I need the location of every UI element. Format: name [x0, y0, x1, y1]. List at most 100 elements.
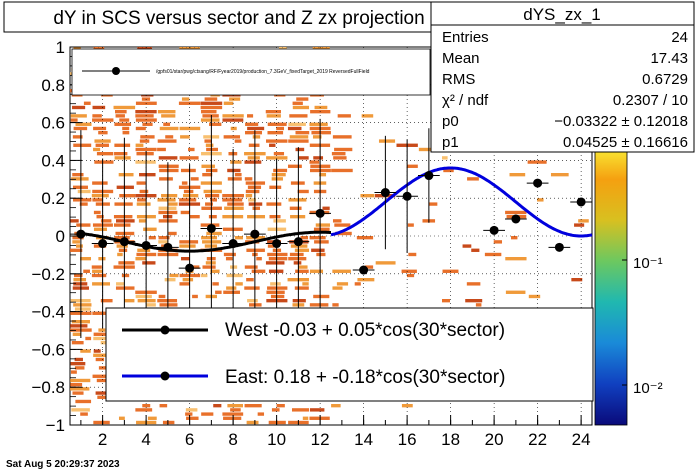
fit-legend-box [105, 307, 594, 402]
heatmap-cell [135, 294, 152, 299]
heatmap-cell [93, 332, 108, 336]
heatmap-cell [181, 257, 190, 261]
heatmap-cell [292, 105, 310, 110]
heatmap-cell [273, 152, 285, 156]
heatmap-cell [168, 231, 177, 236]
heatmap-cell [271, 408, 280, 412]
heatmap-cell [466, 282, 481, 286]
heatmap-cell [205, 261, 216, 265]
heatmap-cell [511, 236, 518, 240]
heatmap-cell [212, 282, 219, 286]
stats-row-value: 0.2307 / 10 [613, 92, 688, 109]
heatmap-cell [226, 286, 237, 290]
heatmap-cell [273, 168, 288, 173]
heatmap-cell [574, 223, 585, 227]
heatmap-cell [185, 412, 193, 416]
heatmap-cell [309, 236, 326, 240]
heatmap-cell [72, 332, 81, 336]
heatmap-cell [158, 164, 179, 168]
heatmap-cells [70, 47, 592, 425]
title-box [3, 1, 475, 33]
stats-row-value: 17.43 [650, 50, 688, 67]
heatmap-cell [505, 210, 527, 215]
heatmap-cell [91, 273, 107, 278]
heatmap-cell [74, 307, 91, 311]
x-tick-label: 14 [354, 430, 373, 449]
heatmap-cell [114, 202, 133, 206]
heatmap-cell [157, 147, 166, 152]
heatmap-cell [95, 143, 109, 147]
heatmap-cell [315, 223, 331, 227]
heatmap-cell [289, 252, 304, 257]
heatmap-cell [142, 261, 156, 265]
heatmap-cell [244, 177, 253, 181]
heatmap-cell [528, 294, 541, 299]
heatmap-cell [181, 97, 190, 101]
heatmap-cell [471, 248, 480, 252]
heatmap-cell [93, 420, 110, 425]
heatmap-cell [408, 252, 417, 257]
heatmap-cell [201, 412, 214, 416]
heatmap-cell [122, 126, 130, 131]
heatmap-cell [72, 391, 84, 395]
chart-title: dY in SCS versus sector and Z zx project… [53, 8, 424, 29]
heatmap-cell [188, 147, 195, 152]
heatmap-cell [115, 231, 135, 236]
heatmap-cell [230, 408, 241, 412]
heatmap-cell [309, 408, 325, 412]
heatmap-cell [294, 286, 309, 290]
heatmap-cell [118, 261, 135, 265]
heatmap-cell [200, 105, 223, 110]
heatmap-cell [314, 105, 328, 110]
x-tick-label: 22 [528, 430, 547, 449]
y-tick-label: −0.4 [31, 303, 65, 322]
heatmap-cell [159, 177, 173, 181]
heatmap-cell [245, 122, 259, 126]
data-point [402, 191, 412, 201]
heatmap-cell [70, 324, 88, 328]
data-point [272, 239, 282, 249]
heatmap-cell [311, 248, 325, 252]
heatmap-cell [204, 97, 218, 101]
heatmap-cell [401, 404, 413, 408]
data-point [206, 223, 216, 233]
heatmap-cell [93, 227, 107, 231]
heatmap-cell [206, 231, 222, 236]
heatmap-cell [157, 139, 177, 143]
heatmap-cell [475, 303, 482, 307]
heatmap-cell [293, 261, 302, 265]
top-legend-entry: /gpfs01/star/pwg/ctsang/RF/Fyear2019/pro… [156, 69, 370, 75]
heatmap-cell [205, 194, 220, 198]
heatmap-cell [289, 114, 308, 118]
heatmap-cell [331, 152, 346, 156]
heatmap-cell [135, 257, 147, 261]
x-tick-label: 8 [228, 430, 237, 449]
heatmap-cell [316, 252, 326, 257]
heatmap-cell [204, 139, 212, 143]
heatmap-cell [167, 202, 178, 206]
heatmap-cell [98, 131, 108, 135]
heatmap-cell [118, 248, 128, 252]
heatmap-cell [269, 215, 281, 219]
heatmap-cell [309, 303, 329, 307]
heatmap-cell [244, 160, 262, 164]
heatmap-cell [70, 248, 83, 252]
heatmap-cell [113, 215, 133, 219]
heatmap-cell [91, 265, 102, 269]
heatmap-cell [116, 282, 125, 286]
heatmap-cell [276, 404, 285, 408]
heatmap-cell [244, 404, 262, 408]
y-tick-label: 0.4 [41, 151, 65, 170]
heatmap-cell [332, 286, 343, 290]
heatmap-cell [332, 135, 352, 139]
heatmap-cell [288, 257, 307, 261]
heatmap-cell [247, 299, 258, 303]
heatmap-cell [354, 282, 361, 286]
heatmap-cell [222, 198, 243, 202]
heatmap-cell [93, 336, 109, 341]
east-fit-curve [330, 166, 593, 238]
heatmap-cell [146, 303, 156, 307]
heatmap-cell [96, 152, 114, 156]
heatmap-cell [271, 177, 283, 181]
heatmap-cell [137, 198, 147, 202]
